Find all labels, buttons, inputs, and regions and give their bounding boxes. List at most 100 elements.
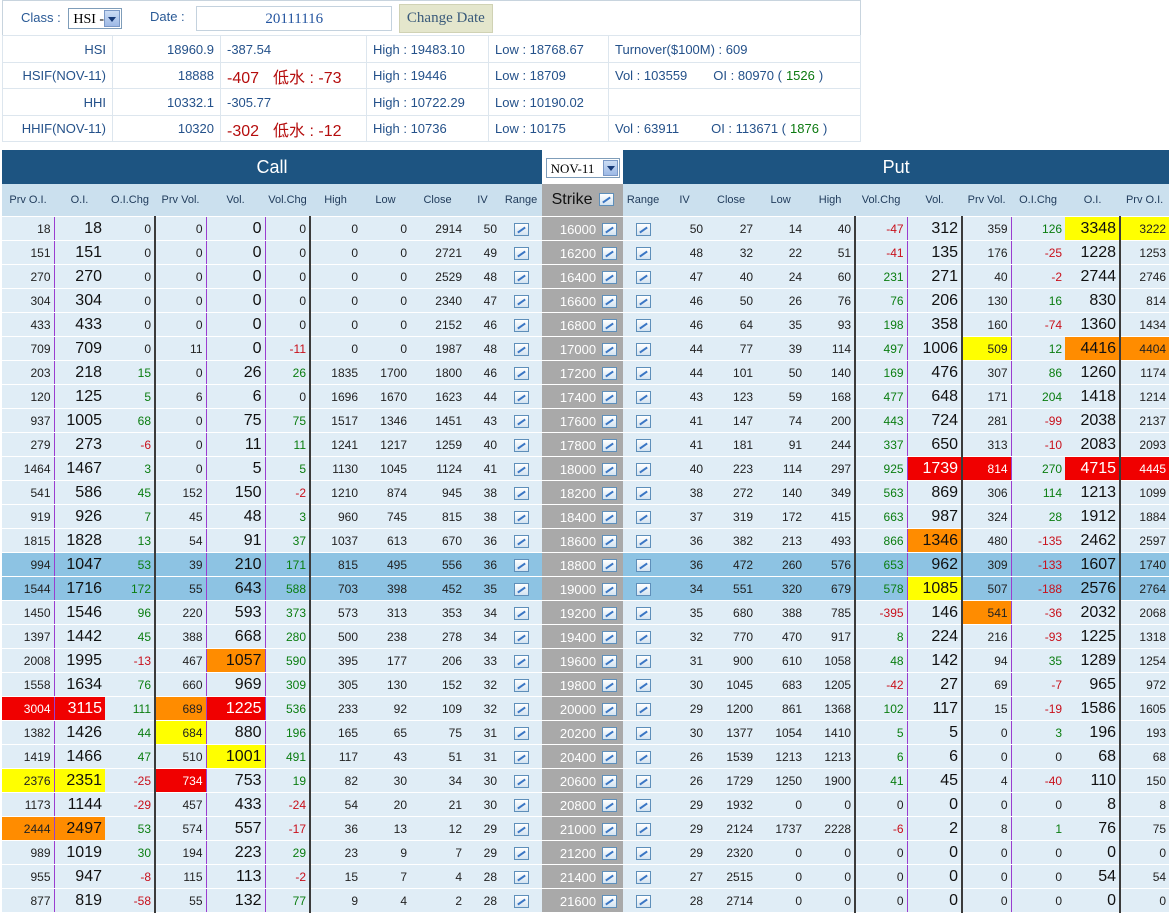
line-chart-icon[interactable]: [635, 654, 651, 668]
line-chart-icon[interactable]: [602, 270, 618, 284]
line-chart-icon[interactable]: [635, 366, 651, 380]
line-chart-icon[interactable]: [602, 366, 618, 380]
line-chart-icon[interactable]: [598, 193, 614, 207]
line-chart-icon[interactable]: [635, 558, 651, 572]
line-chart-icon[interactable]: [602, 246, 618, 260]
line-chart-icon[interactable]: [513, 678, 529, 692]
line-chart-icon[interactable]: [635, 702, 651, 716]
line-chart-icon[interactable]: [602, 582, 618, 596]
line-chart-icon[interactable]: [513, 318, 529, 332]
line-chart-icon[interactable]: [513, 414, 529, 428]
line-chart-icon[interactable]: [602, 510, 618, 524]
line-chart-icon[interactable]: [602, 630, 618, 644]
line-chart-icon[interactable]: [513, 894, 529, 908]
line-chart-icon[interactable]: [635, 270, 651, 284]
month-select[interactable]: NOV-11: [545, 157, 620, 178]
line-chart-icon[interactable]: [513, 582, 529, 596]
hhif-link[interactable]: HHIF(NOV-11): [2, 115, 113, 142]
line-chart-icon[interactable]: [635, 774, 651, 788]
line-chart-icon[interactable]: [635, 678, 651, 692]
line-chart-icon[interactable]: [513, 246, 529, 260]
line-chart-icon[interactable]: [513, 510, 529, 524]
line-chart-icon[interactable]: [513, 702, 529, 716]
line-chart-icon[interactable]: [635, 846, 651, 860]
line-chart-icon[interactable]: [635, 822, 651, 836]
line-chart-icon[interactable]: [635, 462, 651, 476]
hsi-link[interactable]: HSI: [2, 35, 113, 63]
line-chart-icon[interactable]: [602, 846, 618, 860]
line-chart-icon[interactable]: [602, 222, 618, 236]
line-chart-icon[interactable]: [513, 822, 529, 836]
line-chart-icon[interactable]: [635, 486, 651, 500]
line-chart-icon[interactable]: [602, 534, 618, 548]
line-chart-icon[interactable]: [602, 678, 618, 692]
line-chart-icon[interactable]: [513, 270, 529, 284]
line-chart-icon[interactable]: [513, 654, 529, 668]
hsif-link[interactable]: HSIF(NOV-11): [2, 62, 113, 89]
line-chart-icon[interactable]: [635, 342, 651, 356]
line-chart-icon[interactable]: [635, 294, 651, 308]
line-chart-icon[interactable]: [635, 414, 651, 428]
put-prvvol-cell: 480: [961, 528, 1012, 553]
line-chart-icon[interactable]: [513, 342, 529, 356]
line-chart-icon[interactable]: [635, 318, 651, 332]
line-chart-icon[interactable]: [635, 438, 651, 452]
line-chart-icon[interactable]: [513, 726, 529, 740]
line-chart-icon[interactable]: [513, 750, 529, 764]
line-chart-icon[interactable]: [513, 294, 529, 308]
line-chart-icon[interactable]: [602, 558, 618, 572]
line-chart-icon[interactable]: [635, 750, 651, 764]
date-input[interactable]: 20111116: [196, 5, 393, 31]
line-chart-icon[interactable]: [602, 894, 618, 908]
line-chart-icon[interactable]: [602, 702, 618, 716]
line-chart-icon[interactable]: [635, 894, 651, 908]
line-chart-icon[interactable]: [602, 486, 618, 500]
line-chart-icon[interactable]: [513, 366, 529, 380]
line-chart-icon[interactable]: [602, 390, 618, 404]
line-chart-icon[interactable]: [602, 462, 618, 476]
line-chart-icon[interactable]: [513, 798, 529, 812]
line-chart-icon[interactable]: [513, 606, 529, 620]
line-chart-icon[interactable]: [513, 630, 529, 644]
line-chart-icon[interactable]: [513, 870, 529, 884]
line-chart-icon[interactable]: [602, 318, 618, 332]
line-chart-icon[interactable]: [602, 798, 618, 812]
line-chart-icon[interactable]: [602, 438, 618, 452]
hhi-link[interactable]: HHI: [2, 88, 113, 116]
line-chart-icon[interactable]: [635, 510, 651, 524]
line-chart-icon[interactable]: [513, 222, 529, 236]
line-chart-icon[interactable]: [635, 246, 651, 260]
line-chart-icon[interactable]: [635, 390, 651, 404]
line-chart-icon[interactable]: [513, 438, 529, 452]
line-chart-icon[interactable]: [602, 750, 618, 764]
line-chart-icon[interactable]: [635, 870, 651, 884]
line-chart-icon[interactable]: [635, 798, 651, 812]
line-chart-icon[interactable]: [513, 558, 529, 572]
line-chart-icon[interactable]: [635, 222, 651, 236]
line-chart-icon[interactable]: [602, 342, 618, 356]
line-chart-icon[interactable]: [602, 726, 618, 740]
call-oi-cell: 18: [53, 216, 105, 241]
line-chart-icon[interactable]: [602, 414, 618, 428]
line-chart-icon[interactable]: [513, 774, 529, 788]
line-chart-icon[interactable]: [635, 534, 651, 548]
line-chart-icon[interactable]: [513, 486, 529, 500]
line-chart-icon[interactable]: [602, 606, 618, 620]
line-chart-icon[interactable]: [602, 822, 618, 836]
call-oichg-cell: 47: [105, 744, 156, 769]
line-chart-icon[interactable]: [513, 846, 529, 860]
line-chart-icon[interactable]: [513, 462, 529, 476]
line-chart-icon[interactable]: [513, 534, 529, 548]
line-chart-icon[interactable]: [602, 654, 618, 668]
change-date-button[interactable]: Change Date: [398, 3, 493, 33]
line-chart-icon[interactable]: [602, 294, 618, 308]
line-chart-icon[interactable]: [635, 582, 651, 596]
line-chart-icon[interactable]: [635, 726, 651, 740]
line-chart-icon[interactable]: [602, 774, 618, 788]
line-chart-icon[interactable]: [635, 630, 651, 644]
class-select[interactable]: HSI -: [68, 7, 123, 29]
call-low-cell: 7: [361, 864, 410, 889]
line-chart-icon[interactable]: [602, 870, 618, 884]
line-chart-icon[interactable]: [635, 606, 651, 620]
line-chart-icon[interactable]: [513, 390, 529, 404]
